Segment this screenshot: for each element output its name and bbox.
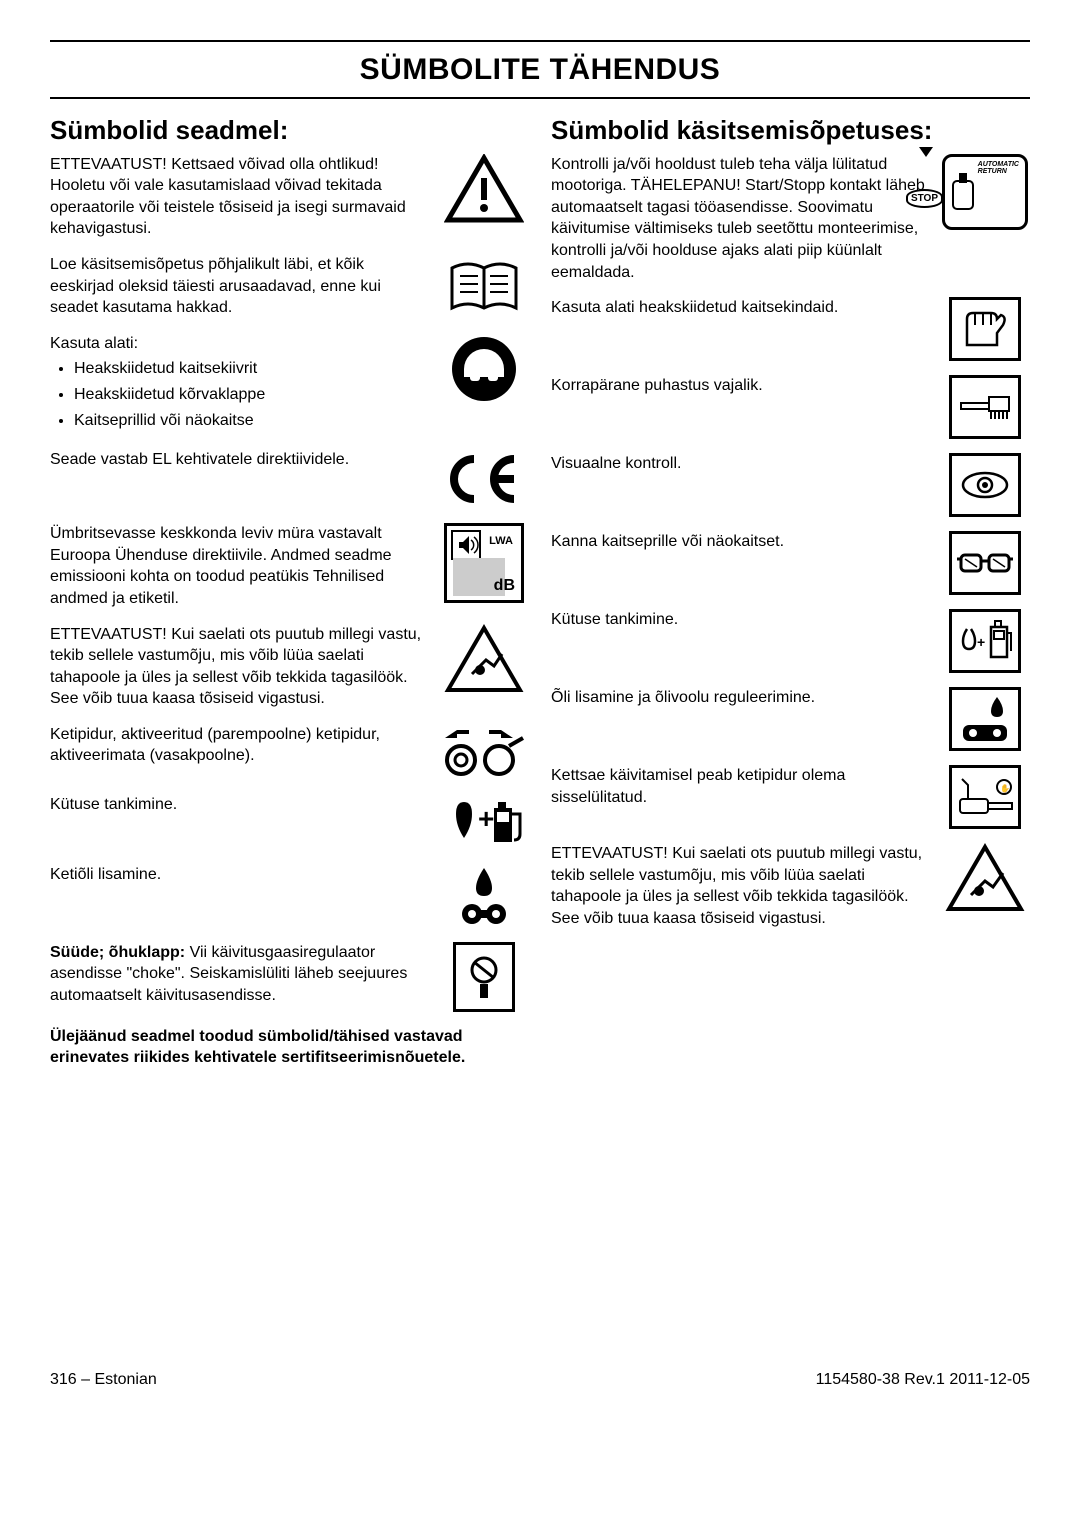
- automatic-return-stop-icon: AUTOMATIC RETURN STOP: [940, 154, 1030, 230]
- visual-text: Visuaalne kontroll.: [551, 453, 928, 475]
- row-stop: Kontrolli ja/või hooldust tuleb teha väl…: [551, 154, 1030, 284]
- brake-on-text: Kettsae käivitamisel peab ketipidur olem…: [551, 765, 928, 808]
- row-read-manual: Loe käsitsemisõpetus põhjalikult läbi, e…: [50, 254, 529, 319]
- footer-left: 316 – Estonian: [50, 1369, 157, 1391]
- cleaning-text: Korrapärane puhastus vajalik.: [551, 375, 928, 397]
- return-label: RETURN: [978, 168, 1019, 175]
- chainbrake-arrows-icon: [439, 724, 529, 780]
- ppe-list: Heakskiidetud kaitsekiivrit Heakskiidetu…: [74, 358, 427, 431]
- row-noise: Ümbritsevasse keskkonda leviv müra vasta…: [50, 523, 529, 609]
- row-ignition: Süüde; õhuklapp: Vii käivitusgaasiregula…: [50, 942, 529, 1012]
- row-kickback: ETTEVAATUST! Kui saelati ots puutub mill…: [50, 624, 529, 710]
- row-chainbrake: Ketipidur, aktiveeritud (parempoolne) ke…: [50, 724, 529, 780]
- content-columns: Sümbolid seadmel: ETTEVAATUST! Kettsaed …: [50, 113, 1030, 1070]
- chainbrake-text: Ketipidur, aktiveeritud (parempoolne) ke…: [50, 724, 427, 767]
- ignition-block: Süüde; õhuklapp: Vii käivitusgaasiregula…: [50, 942, 427, 1007]
- kickback-triangle-icon: [439, 624, 529, 694]
- row-refuel: Kütuse tankimine. +: [551, 609, 1030, 673]
- list-item: Kaitseprillid või näokaitse: [74, 410, 427, 432]
- open-book-icon: [439, 254, 529, 318]
- gloves-text: Kasuta alati heakskiidetud kaitsekindaid…: [551, 297, 928, 319]
- warning-text: ETTEVAATUST! Kettsaed võivad olla ohtlik…: [50, 154, 427, 240]
- top-rule: [50, 40, 1030, 42]
- kickback2-text: ETTEVAATUST! Kui saelati ots puutub mill…: [551, 843, 928, 929]
- auto-label: AUTOMATIC: [978, 161, 1019, 168]
- chainsaw-brake-icon: ✋: [940, 765, 1030, 829]
- row-ce: Seade vastab EL kehtivatele direktiivide…: [50, 449, 529, 509]
- read-manual-text: Loe käsitsemisõpetus põhjalikult läbi, e…: [50, 254, 427, 319]
- left-heading: Sümbolid seadmel:: [50, 113, 529, 148]
- always-use-block: Kasuta alati: Heakskiidetud kaitsekiivri…: [50, 333, 427, 435]
- footer-right: 1154580-38 Rev.1 2011-12-05: [816, 1369, 1030, 1391]
- row-oilflow: Õli lisamine ja õlivoolu reguleerimine.: [551, 687, 1030, 751]
- right-column: Sümbolid käsitsemisõpetuses: Kontrolli j…: [551, 113, 1030, 1070]
- stop-text: Kontrolli ja/või hooldust tuleb teha väl…: [551, 154, 928, 284]
- svg-text:✋: ✋: [1000, 783, 1010, 793]
- left-column: Sümbolid seadmel: ETTEVAATUST! Kettsaed …: [50, 113, 529, 1070]
- brush-icon: [940, 375, 1030, 439]
- oilflow-text: Õli lisamine ja õlivoolu reguleerimine.: [551, 687, 928, 709]
- row-goggles: Kanna kaitseprille või näokaitset.: [551, 531, 1030, 595]
- row-fuel: Kütuse tankimine. +: [50, 794, 529, 850]
- ignition-value: Vii: [190, 944, 208, 961]
- always-use-label: Kasuta alati:: [50, 333, 427, 355]
- title-rule: [50, 97, 1030, 99]
- fuel-text: Kütuse tankimine.: [50, 794, 427, 816]
- noise-emission-icon: LWA dB: [439, 523, 529, 603]
- refuel-text: Kütuse tankimine.: [551, 609, 928, 631]
- row-chainoil: Ketiõli lisamine.: [50, 864, 529, 928]
- warning-triangle-icon: [439, 154, 529, 224]
- eye-icon: [940, 453, 1030, 517]
- row-brake-on: Kettsae käivitamisel peab ketipidur olem…: [551, 765, 1030, 829]
- gloves-icon: [940, 297, 1030, 361]
- stop-label: STOP: [906, 189, 943, 209]
- page-title: SÜMBOLITE TÄHENDUS: [50, 50, 1030, 91]
- goggles-text: Kanna kaitseprille või näokaitset.: [551, 531, 928, 553]
- list-item: Heakskiidetud kõrvaklappe: [74, 384, 427, 406]
- row-warning: ETTEVAATUST! Kettsaed võivad olla ohtlik…: [50, 154, 529, 240]
- svg-text:+: +: [977, 634, 985, 650]
- row-visual: Visuaalne kontroll.: [551, 453, 1030, 517]
- row-always-use: Kasuta alati: Heakskiidetud kaitsekiivri…: [50, 333, 529, 435]
- right-heading: Sümbolid käsitsemisõpetuses:: [551, 113, 1030, 148]
- fuel-pump-icon: +: [439, 794, 529, 850]
- oil-drop-chain-icon: [940, 687, 1030, 751]
- ce-mark-icon: [439, 449, 529, 509]
- db-label: dB: [494, 575, 515, 597]
- remaining-symbols-note: Ülejäänud seadmel toodud sümbolid/tähise…: [50, 1026, 529, 1069]
- kickback-text: ETTEVAATUST! Kui saelati ots puutub mill…: [50, 624, 427, 710]
- noise-text: Ümbritsevasse keskkonda leviv müra vasta…: [50, 523, 427, 609]
- list-item: Heakskiidetud kaitsekiivrit: [74, 358, 427, 380]
- fuel-refill-icon: +: [940, 609, 1030, 673]
- page-footer: 316 – Estonian 1154580-38 Rev.1 2011-12-…: [50, 1369, 1030, 1391]
- safety-glasses-icon: [940, 531, 1030, 595]
- ce-text: Seade vastab EL kehtivatele direktiivide…: [50, 449, 427, 471]
- choke-switch-icon: [439, 942, 529, 1012]
- svg-text:+: +: [478, 803, 494, 834]
- kickback-triangle-icon-2: [940, 843, 1030, 913]
- row-gloves: Kasuta alati heakskiidetud kaitsekindaid…: [551, 297, 1030, 361]
- chain-oil-icon: [439, 864, 529, 928]
- row-kickback2: ETTEVAATUST! Kui saelati ots puutub mill…: [551, 843, 1030, 929]
- helmet-head-icon: [439, 333, 529, 405]
- row-cleaning: Korrapärane puhastus vajalik.: [551, 375, 1030, 439]
- ignition-label: Süüde; õhuklapp:: [50, 944, 185, 961]
- chainoil-text: Ketiõli lisamine.: [50, 864, 427, 886]
- lwa-label: LWA: [489, 534, 513, 549]
